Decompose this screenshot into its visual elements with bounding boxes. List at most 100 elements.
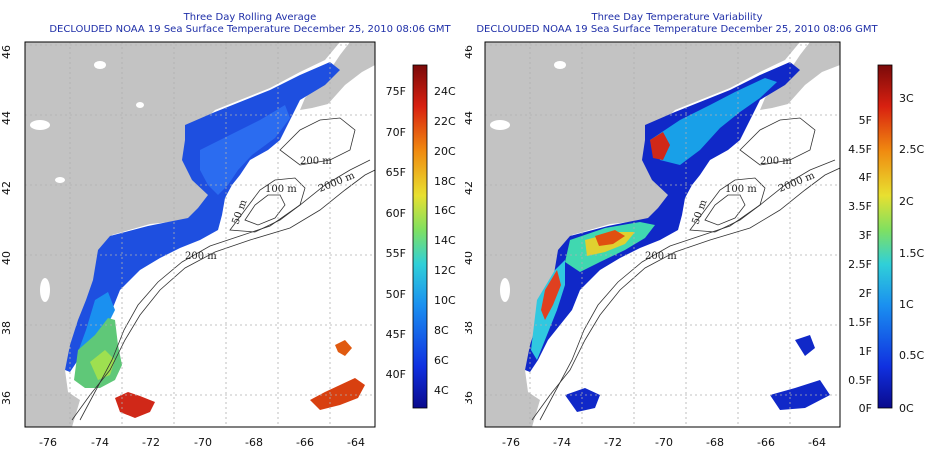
x-tick: -74: [91, 436, 109, 449]
left-sst-cool: [200, 105, 290, 195]
cb-label-f: 60F: [386, 207, 406, 220]
left-colorbar-f-labels: 75F 70F 65F 60F 55F 50F 45F 40F: [386, 85, 406, 381]
left-isobath-2000: [71, 169, 375, 421]
cb-label-f: 70F: [386, 126, 406, 139]
cb-label-c: 8C: [434, 324, 449, 337]
cb-label-f: 55F: [386, 247, 406, 260]
cb-label-f: 50F: [386, 288, 406, 301]
cb-label-c: 1C: [899, 298, 914, 311]
right-colorbar-c-labels: 3C 2.5C 2C 1.5C 1C 0.5C 0C: [899, 92, 924, 415]
left-sst-warm2: [90, 350, 115, 380]
right-var-hot: [650, 132, 670, 160]
cb-label-c: 14C: [434, 234, 456, 247]
right-land: [485, 42, 800, 427]
left-sst-hot3: [310, 378, 365, 410]
cb-label-c: 2.5C: [899, 143, 924, 156]
left-land: [25, 42, 340, 427]
x-tick: -70: [194, 436, 212, 449]
y-tick: 38: [465, 321, 475, 335]
cb-label-c: 22C: [434, 115, 456, 128]
x-tick: -76: [39, 436, 57, 449]
cb-label-f: 75F: [386, 85, 406, 98]
left-x-ticks: -76 -74 -72 -70 -68 -66 -64: [39, 436, 365, 449]
cb-label-f: 40F: [386, 368, 406, 381]
y-tick: 36: [465, 391, 475, 405]
x-tick: -68: [245, 436, 263, 449]
cb-label-f: 45F: [386, 328, 406, 341]
y-tick: 36: [0, 391, 13, 405]
cb-label-c: 3C: [899, 92, 914, 105]
cb-label-f: 65F: [386, 166, 406, 179]
right-var-mid: [650, 78, 777, 165]
x-tick: -74: [553, 436, 571, 449]
right-grid: [485, 42, 840, 427]
y-tick: 46: [465, 45, 475, 59]
right-title-line1: Three Day Temperature Variability: [591, 12, 763, 23]
left-isobath-200: [79, 159, 371, 421]
cb-label-c: 10C: [434, 294, 456, 307]
left-title: Three Day Rolling Average DECLOUDED NOAA…: [0, 12, 500, 36]
left-title-line2: DECLOUDED NOAA 19 Sea Surface Temperatur…: [49, 24, 451, 35]
cb-label-c: 18C: [434, 175, 456, 188]
right-land-ns: [760, 42, 840, 110]
left-map: 2000 m 200 m 100 m 50 m 200 m 46 44 42 4…: [0, 41, 376, 449]
right-var-low: [525, 62, 800, 372]
right-colorbar: 5F 4.5F 4F 3.5F 3F 2.5F 2F 1.5F 1F 0.5F …: [848, 64, 924, 415]
right-colorbar-bar: [877, 64, 893, 409]
right-title: Three Day Temperature Variability DECLOU…: [462, 12, 892, 36]
cb-label-c: 20C: [434, 145, 456, 158]
cb-label-f: 2F: [859, 287, 872, 300]
y-tick: 44: [0, 111, 13, 125]
right-x-ticks: -76 -74 -72 -70 -68 -66 -64: [502, 436, 826, 449]
right-isobath-100: [689, 177, 766, 233]
right-isobath-2000: [531, 167, 840, 421]
right-var-coast-hot: [541, 270, 561, 320]
y-tick: 40: [465, 251, 475, 265]
cb-label-f: 5F: [859, 114, 872, 127]
left-grid: [25, 42, 375, 427]
cb-label-c: 0C: [899, 402, 914, 415]
cb-label-f: 0F: [859, 402, 872, 415]
cb-label-c: 2C: [899, 195, 914, 208]
right-isobath-50: [704, 194, 746, 226]
right-var-south: [565, 388, 600, 412]
left-isobath-100: [229, 177, 306, 233]
x-tick: -68: [706, 436, 724, 449]
right-iso-label-200: 200 m: [645, 251, 677, 262]
left-isobath-shelf: [279, 117, 356, 166]
left-y-ticks: 46 44 42 40 38 36: [0, 45, 13, 405]
left-iso-label-200b: 200 m: [300, 156, 332, 167]
y-tick: 46: [0, 45, 13, 59]
cb-label-c: 4C: [434, 384, 449, 397]
cb-label-f: 1.5F: [848, 316, 872, 329]
right-isobath-shelf: [739, 117, 816, 166]
cb-label-c: 12C: [434, 264, 456, 277]
cb-label-f: 2.5F: [848, 258, 872, 271]
y-tick: 40: [0, 251, 13, 265]
left-sst-hot: [115, 392, 155, 418]
cb-label-c: 1.5C: [899, 247, 924, 260]
y-tick: 42: [0, 181, 13, 195]
x-tick: -70: [655, 436, 673, 449]
y-tick: 38: [0, 321, 13, 335]
right-var-hot2: [595, 230, 625, 246]
right-colorbar-f-labels: 5F 4.5F 4F 3.5F 3F 2.5F 2F 1.5F 1F 0.5F …: [848, 114, 872, 415]
x-tick: -66: [296, 436, 314, 449]
cb-label-f: 0.5F: [848, 374, 872, 387]
cb-label-f: 3F: [859, 229, 872, 242]
right-var-east: [770, 335, 830, 410]
right-y-ticks: 46 44 42 40 38 36: [465, 45, 475, 405]
left-colorbar-c-labels: 24C 22C 20C 18C 16C 14C 12C 10C 8C 6C 4C: [434, 85, 456, 397]
right-map: 2000 m 200 m 100 m 50 m 200 m 46 44 42 4…: [465, 41, 841, 449]
left-sst-hot2: [335, 340, 352, 356]
cb-label-c: 6C: [434, 354, 449, 367]
x-tick: -72: [142, 436, 160, 449]
right-iso-label-100: 100 m: [725, 184, 757, 195]
left-title-line1: Three Day Rolling Average: [183, 12, 317, 23]
y-tick: 42: [465, 181, 475, 195]
cb-label-f: 4.5F: [848, 143, 872, 156]
right-isobath-200: [539, 159, 836, 421]
left-iso-label-100: 100 m: [265, 184, 297, 195]
cb-label-c: 24C: [434, 85, 456, 98]
cb-label-c: 0.5C: [899, 349, 924, 362]
